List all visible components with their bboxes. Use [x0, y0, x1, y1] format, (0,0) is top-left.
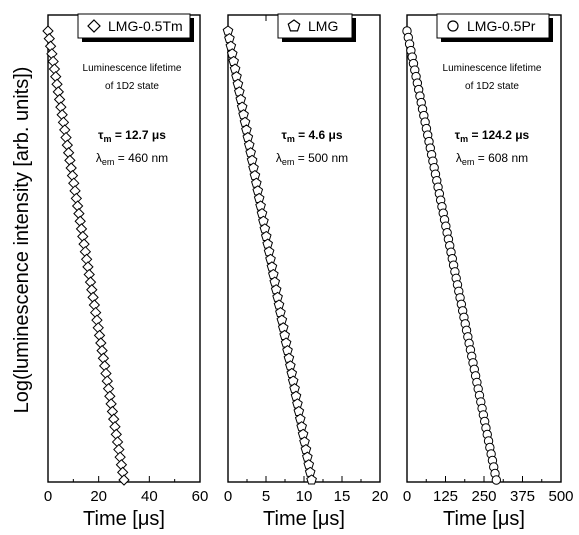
lambda-annotation: λem = 608 nm	[456, 151, 528, 167]
lambda-value: = 500 nm	[294, 151, 348, 165]
x-tick-label: 5	[262, 488, 270, 505]
tau-annotation: τm = 12.7 μs	[98, 128, 166, 144]
x-tick-label: 20	[90, 488, 107, 505]
legend-label: LMG-0.5Pr	[467, 18, 536, 34]
data-point	[491, 475, 502, 485]
legend-marker-diamond	[87, 19, 101, 33]
legend-marker-circle	[447, 20, 459, 32]
panel-1: 0 20 40 60 Time [μs] LMG-0.5Tm Luminescence li…	[42, 13, 209, 530]
annotation-state: of 1D2 state	[465, 81, 519, 92]
x-tick-label: 125	[433, 488, 458, 505]
legend-label: LMG-0.5Tm	[108, 18, 183, 34]
tau-subscript: m	[103, 134, 111, 144]
legend-marker-pentagon	[287, 19, 301, 32]
lambda-subscript: em	[462, 157, 475, 167]
tau-subscript: m	[460, 134, 468, 144]
legend-label: LMG	[308, 18, 338, 34]
lambda-annotation: λem = 500 nm	[276, 151, 348, 167]
panel-2: 0 5 10 15 20 Time [μs] LMG τm = 4.6 μs λem = 500…	[222, 13, 389, 530]
lambda-value: = 460 nm	[114, 151, 168, 165]
x-tick-label: 0	[44, 488, 52, 505]
tau-annotation: τm = 4.6 μs	[281, 128, 342, 144]
x-tick-label: 250	[471, 488, 496, 505]
x-tick-label: 500	[548, 488, 573, 505]
data-point	[306, 474, 317, 485]
tau-symbol: τ	[281, 128, 287, 142]
x-tick-label: 10	[296, 488, 313, 505]
annotation-title: Luminescence lifetime	[83, 63, 182, 74]
x-tick-label: 15	[334, 488, 351, 505]
x-axis-title: Time [μs]	[83, 508, 165, 530]
y-axis-title: Log(luminescence intensity [arb. units])	[11, 67, 33, 414]
lambda-annotation: λem = 460 nm	[96, 151, 168, 167]
data-point	[222, 25, 234, 36]
x-tick-label: 0	[224, 488, 232, 505]
data-series	[402, 26, 502, 485]
lambda-value: = 608 nm	[474, 151, 528, 165]
tau-symbol: τ	[98, 128, 104, 142]
lambda-symbol: λ	[96, 151, 102, 165]
plot-frame	[227, 14, 381, 483]
x-tick-label: 60	[192, 488, 209, 505]
lambda-subscript: em	[282, 157, 295, 167]
data-point	[118, 474, 130, 486]
x-tick-label: 20	[372, 488, 389, 505]
x-tick-label: 375	[510, 488, 535, 505]
tau-annotation: τm = 124.2 μs	[455, 128, 530, 144]
tau-value: = 4.6 μs	[295, 128, 343, 142]
x-axis-title: Time [μs]	[263, 508, 345, 530]
x-tick-label: 40	[141, 488, 158, 505]
tau-subscript: m	[287, 134, 295, 144]
tau-symbol: τ	[455, 128, 461, 142]
data-series	[42, 25, 130, 486]
x-tick-label: 0	[403, 488, 411, 505]
annotation-title: Luminescence lifetime	[443, 63, 542, 74]
tau-value: = 124.2 μs	[468, 128, 529, 142]
x-axis-title: Time [μs]	[443, 508, 525, 530]
panel-3: 0 125 250 375 500 Time [μs] LMG-0.5Pr Luminesce…	[402, 13, 574, 530]
lambda-symbol: λ	[276, 151, 282, 165]
tau-value: = 12.7 μs	[111, 128, 166, 142]
annotation-state: of 1D2 state	[105, 81, 159, 92]
lambda-symbol: λ	[456, 151, 462, 165]
lambda-subscript: em	[102, 157, 115, 167]
data-series	[222, 25, 317, 485]
